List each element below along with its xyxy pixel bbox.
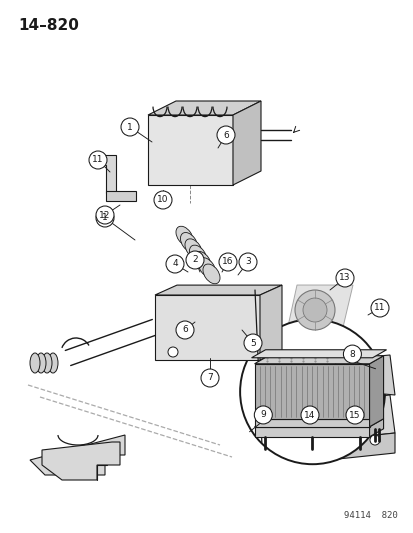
Polygon shape (42, 442, 120, 480)
Circle shape (166, 255, 183, 273)
Polygon shape (254, 427, 369, 437)
Ellipse shape (30, 353, 40, 373)
Polygon shape (98, 155, 116, 193)
Ellipse shape (180, 232, 197, 252)
Text: 3: 3 (244, 257, 250, 266)
Circle shape (185, 251, 204, 269)
Text: 2: 2 (192, 255, 197, 264)
Text: 6: 6 (182, 326, 188, 335)
Polygon shape (369, 356, 382, 427)
Ellipse shape (36, 353, 46, 373)
Polygon shape (233, 101, 260, 185)
Polygon shape (106, 191, 136, 201)
Polygon shape (147, 101, 260, 115)
Polygon shape (254, 364, 369, 419)
Polygon shape (154, 285, 281, 295)
Text: 16: 16 (222, 257, 233, 266)
Text: 13: 13 (338, 273, 350, 282)
Text: 14: 14 (304, 410, 315, 419)
Text: 94114  820: 94114 820 (344, 511, 397, 520)
Polygon shape (294, 395, 394, 443)
Circle shape (302, 298, 326, 322)
Polygon shape (299, 433, 394, 463)
Circle shape (345, 406, 363, 424)
Ellipse shape (185, 239, 202, 259)
Circle shape (254, 406, 272, 424)
Polygon shape (254, 356, 382, 364)
Circle shape (294, 290, 334, 330)
Text: 12: 12 (99, 211, 110, 220)
Ellipse shape (176, 226, 192, 246)
Polygon shape (30, 435, 125, 475)
Text: 8: 8 (349, 350, 354, 359)
Polygon shape (334, 355, 394, 395)
Circle shape (349, 415, 359, 425)
Polygon shape (259, 285, 281, 360)
Circle shape (121, 118, 139, 136)
Circle shape (335, 269, 353, 287)
Polygon shape (154, 295, 259, 360)
Text: 11: 11 (373, 303, 385, 312)
Circle shape (201, 369, 218, 387)
Circle shape (240, 319, 384, 464)
Circle shape (168, 347, 178, 357)
Text: 11: 11 (92, 156, 104, 165)
Ellipse shape (189, 245, 206, 265)
Text: 14–820: 14–820 (18, 18, 79, 33)
Circle shape (300, 406, 318, 424)
Text: 1: 1 (102, 214, 108, 222)
Circle shape (218, 253, 236, 271)
Circle shape (96, 206, 114, 224)
Polygon shape (369, 419, 382, 437)
Polygon shape (254, 419, 369, 427)
Circle shape (176, 321, 194, 339)
Circle shape (89, 151, 107, 169)
Text: 6: 6 (223, 131, 228, 140)
Polygon shape (284, 285, 352, 340)
Text: 10: 10 (157, 196, 169, 205)
Ellipse shape (194, 252, 211, 271)
Circle shape (370, 299, 388, 317)
Polygon shape (254, 419, 382, 427)
Polygon shape (251, 350, 386, 358)
Text: 5: 5 (249, 338, 255, 348)
Circle shape (309, 420, 319, 430)
Polygon shape (147, 115, 233, 185)
Ellipse shape (42, 353, 52, 373)
Ellipse shape (48, 353, 58, 373)
Text: 15: 15 (349, 410, 360, 419)
Circle shape (243, 334, 261, 352)
Circle shape (238, 253, 256, 271)
Text: 4: 4 (172, 260, 177, 269)
Circle shape (343, 345, 361, 363)
Circle shape (216, 126, 235, 144)
Circle shape (154, 191, 171, 209)
Ellipse shape (198, 258, 215, 278)
Text: 9: 9 (260, 410, 266, 419)
Circle shape (369, 435, 379, 445)
Text: 7: 7 (206, 374, 212, 383)
Ellipse shape (202, 264, 219, 284)
Text: 1: 1 (127, 123, 133, 132)
Circle shape (96, 209, 114, 227)
